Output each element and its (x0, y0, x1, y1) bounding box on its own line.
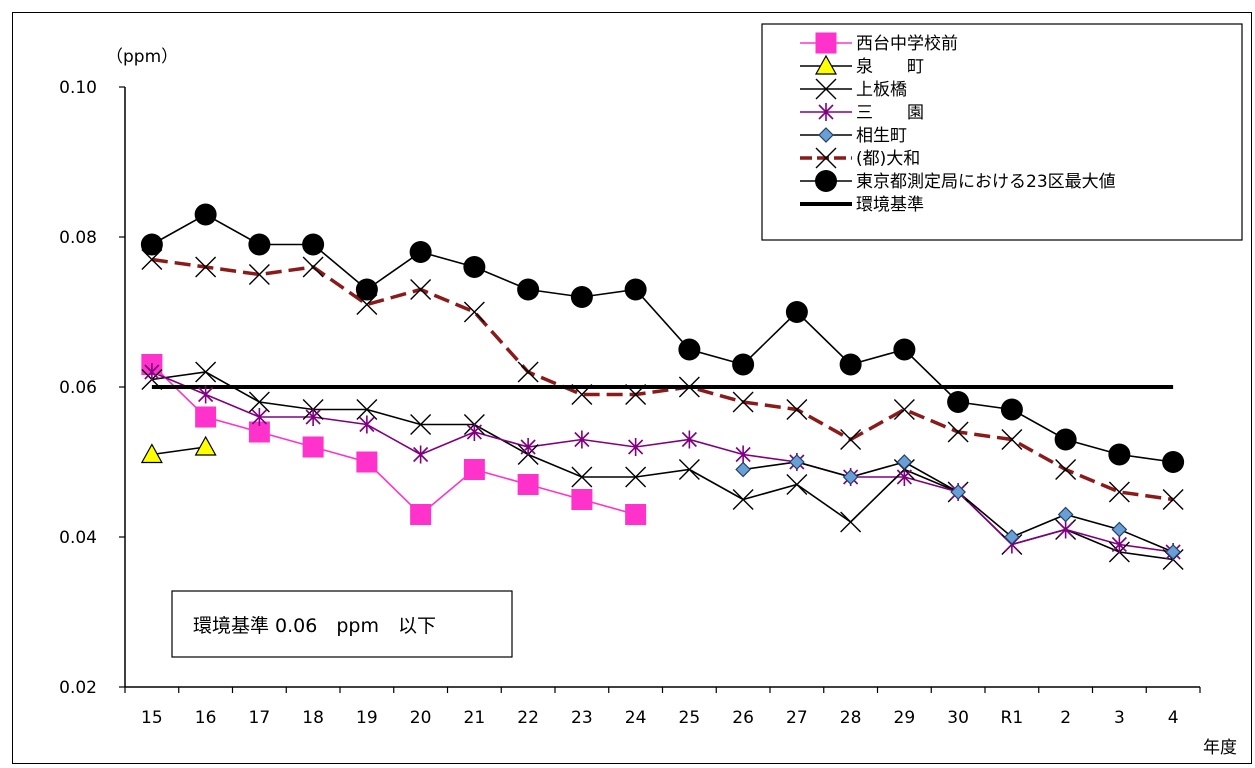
legend-entry-label: 泉 町 (856, 57, 924, 77)
y-tick-label: 0.08 (59, 228, 97, 248)
x-tick-label: 28 (840, 708, 862, 728)
series-6-point (517, 279, 539, 301)
series-6-point (1055, 429, 1077, 451)
x-tick-label: 17 (249, 708, 271, 728)
x-tick-label: 22 (517, 708, 539, 728)
series-4-point (897, 455, 911, 469)
series-3-line (152, 372, 1173, 552)
series-5-point (411, 280, 431, 300)
series-4-point (1112, 523, 1126, 537)
series-2-point (841, 512, 861, 532)
legend-entry-label: 西台中学校前 (856, 34, 958, 54)
x-tick-label: 3 (1114, 708, 1125, 728)
series-6-point (625, 279, 647, 301)
series-2-point (787, 475, 807, 495)
series-6-point (302, 234, 324, 256)
series-0-point (464, 460, 484, 480)
y-tick-label: 0.02 (59, 678, 97, 698)
series-4-point (1059, 508, 1073, 522)
series-5-point (841, 430, 861, 450)
series-5-point (1163, 490, 1183, 510)
series-3-point (467, 423, 481, 441)
x-tick-label: 18 (302, 708, 324, 728)
series-6-point (248, 234, 270, 256)
x-tick-label: 19 (356, 708, 378, 728)
series-5-line (152, 260, 1173, 500)
x-tick-label: 29 (894, 708, 916, 728)
legend-entry-label: 上板橋 (856, 80, 907, 100)
series-2-point (679, 460, 699, 480)
legend-entry-label: 三 園 (856, 103, 924, 123)
legend-entry-label: (都)大和 (856, 149, 920, 169)
series-6-point (356, 279, 378, 301)
series-2-point (733, 490, 753, 510)
series-6-point (947, 391, 969, 413)
y-tick-label: 0.06 (59, 378, 97, 398)
series-4-line (743, 462, 1173, 552)
x-tick-label: 4 (1168, 708, 1179, 728)
series-5-point (1056, 460, 1076, 480)
x-tick-label: 30 (947, 708, 969, 728)
y-tick-label: 0.04 (59, 528, 97, 548)
legend-entry-label: 東京都測定局における23区最大値 (856, 172, 1116, 192)
series-0-point (196, 407, 216, 427)
series-6-point (1162, 451, 1184, 473)
series-6-point (893, 339, 915, 361)
series-0-point (303, 437, 323, 457)
series-0-point (572, 490, 592, 510)
series-0-point (357, 452, 377, 472)
series-6-point (1108, 444, 1130, 466)
x-tick-label: 20 (410, 708, 432, 728)
series-6-point (195, 204, 217, 226)
legend-entry-label: 相生町 (856, 126, 907, 146)
series-2-line (152, 372, 1173, 560)
series-1-point (196, 437, 216, 455)
legend-entry-label: 環境基準 (856, 195, 924, 215)
annotation-text: 環境基準 0.06 ppm 以下 (193, 615, 436, 637)
series-6-point (410, 241, 432, 263)
x-tick-label: 25 (679, 708, 701, 728)
y-tick-label: 0.10 (59, 78, 97, 98)
series-6-point (732, 354, 754, 376)
series-3-point (1059, 521, 1073, 539)
legend-box (762, 24, 1242, 240)
series-5-point (894, 400, 914, 420)
series-6-point (786, 301, 808, 323)
series-5-point (464, 302, 484, 322)
x-tick-label: 2 (1060, 708, 1071, 728)
y-unit-label: （ppm） (106, 47, 178, 67)
series-0-point (626, 505, 646, 525)
legend-swatch-marker (816, 33, 836, 53)
series-6-point (1001, 399, 1023, 421)
series-6-point (571, 286, 593, 308)
legend-swatch-marker (815, 170, 837, 192)
series-6-point (840, 354, 862, 376)
series-6-point (141, 234, 163, 256)
series-6-point (463, 256, 485, 278)
series-2-point (196, 362, 216, 382)
x-tick-label: 16 (195, 708, 217, 728)
series-6-point (678, 339, 700, 361)
series-0-point (411, 505, 431, 525)
x-tick-label: 15 (141, 708, 163, 728)
x-tick-label: 23 (571, 708, 593, 728)
x-tick-label: 26 (732, 708, 754, 728)
series-5-point (303, 257, 323, 277)
series-4-point (736, 463, 750, 477)
series-5-point (518, 362, 538, 382)
x-tick-label: R1 (1001, 708, 1024, 728)
series-0-point (518, 475, 538, 495)
x-axis-label: 年度 (1203, 738, 1237, 758)
x-tick-label: 21 (464, 708, 486, 728)
series-3-point (414, 446, 428, 464)
x-tick-label: 24 (625, 708, 647, 728)
x-tick-label: 27 (786, 708, 808, 728)
